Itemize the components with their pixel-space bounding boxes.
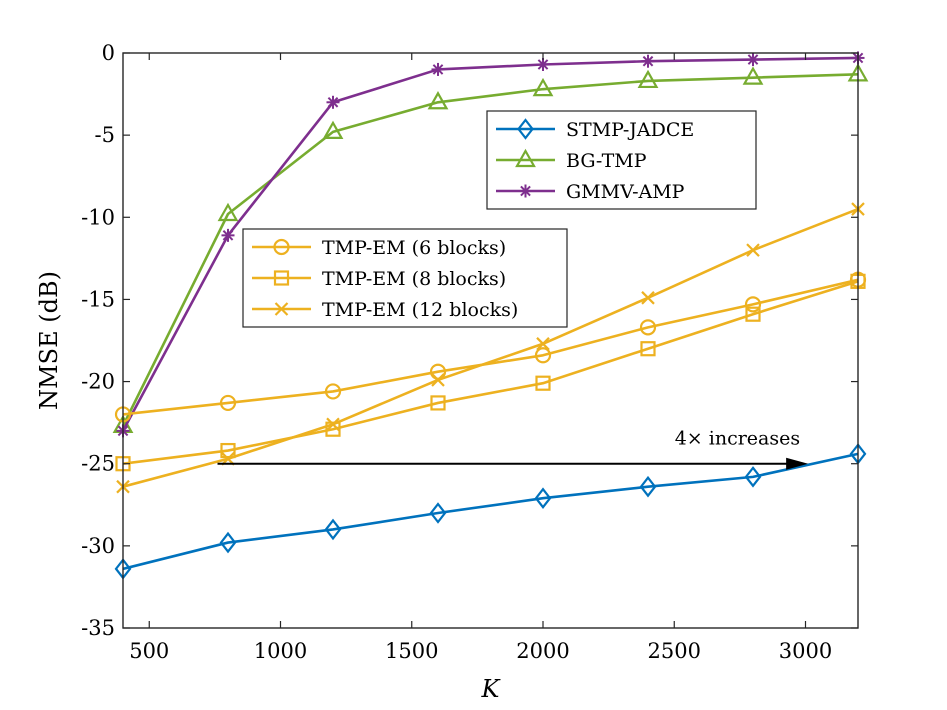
x-tick-label: 1000	[254, 639, 307, 663]
legend-marker	[515, 148, 536, 168]
legend-entry-stmp-jadce: STMP-JADCE	[496, 118, 694, 141]
data-point	[744, 296, 762, 313]
annotation-arrow-head	[786, 457, 809, 470]
data-point	[429, 502, 447, 524]
data-point	[637, 69, 659, 89]
legend-entry-tmp-em-12-blocks: TMP-EM (12 blocks)	[252, 299, 518, 321]
legend-label: TMP-EM (8 blocks)	[322, 268, 506, 290]
data-point	[532, 77, 554, 97]
data-point	[431, 62, 445, 76]
data-point	[220, 442, 236, 459]
legend-marker	[517, 118, 534, 140]
legend-entry-tmp-em-8-blocks: TMP-EM (8 blocks)	[252, 268, 506, 290]
data-point	[322, 120, 344, 139]
legend-entry-tmp-em-6-blocks: TMP-EM (6 blocks)	[252, 237, 506, 259]
series-line	[121, 56, 859, 432]
x-tick-label: 2000	[516, 639, 569, 663]
x-tick-label: 3000	[779, 639, 832, 663]
data-point	[326, 417, 340, 432]
legend-label: TMP-EM (12 blocks)	[322, 299, 518, 321]
data-point	[746, 243, 760, 257]
data-point	[535, 375, 551, 391]
legend-label: GMMV-AMP	[566, 181, 685, 203]
data-point	[641, 291, 655, 305]
legend-layer: STMP-JADCE BG-TMP GMMV-AMP TMP-EM (6 blocks…	[242, 110, 757, 328]
plot-frame	[122, 52, 859, 629]
series-line	[122, 207, 859, 488]
data-point	[742, 66, 764, 85]
data-point	[641, 54, 655, 68]
y-axis-label: NMSE (dB)	[35, 271, 63, 410]
annotation-text: 4× increases	[675, 428, 800, 450]
legend-marker	[273, 238, 290, 256]
x-tick-label: 500	[129, 639, 169, 663]
y-tick-label: 0	[102, 41, 115, 65]
y-tick-label: -25	[81, 452, 115, 476]
data-point	[746, 53, 760, 67]
data-point	[536, 58, 550, 71]
series-line	[122, 280, 859, 466]
data-point	[324, 383, 342, 400]
data-point	[430, 395, 446, 411]
legend-2: TMP-EM (6 blocks) TMP-EM (8 blocks) TMP-EM…	[242, 228, 568, 328]
series-line	[122, 452, 859, 571]
data-point	[534, 347, 552, 364]
legend-label: BG-TMP	[566, 150, 647, 172]
series-line	[122, 278, 859, 416]
legend-marker	[519, 184, 532, 198]
y-tick-label: -30	[81, 534, 115, 558]
data-point	[219, 394, 237, 412]
y-tick-label: -15	[81, 287, 115, 311]
axes-layer: 500 1000 1500 2000 2500 3000 0 -5 -10 -15 -20 -25 -3…	[35, 41, 858, 703]
annotation-layer: 4× increases	[217, 428, 809, 470]
legend-marker	[273, 270, 290, 286]
legend-entry-gmmv-amp: GMMV-AMP	[496, 181, 685, 203]
x-axis-label: K	[481, 675, 502, 703]
data-point	[221, 228, 235, 242]
data-point	[745, 306, 761, 322]
series-layer	[112, 51, 869, 580]
data-point	[431, 373, 445, 387]
legend-entry-bg-tmp: BG-TMP	[496, 148, 647, 172]
data-point	[639, 319, 657, 336]
legend-label: TMP-EM (6 blocks)	[322, 237, 506, 259]
data-point	[325, 421, 341, 437]
x-tick-label: 2500	[648, 639, 701, 663]
data-point	[640, 341, 656, 357]
data-point	[217, 202, 239, 222]
data-point	[326, 95, 340, 109]
series-line	[121, 73, 859, 427]
legend-1: STMP-JADCE BG-TMP GMMV-AMP	[486, 110, 757, 210]
y-tick-label: -5	[95, 123, 115, 147]
legend-label: STMP-JADCE	[566, 119, 694, 141]
legend-marker	[274, 302, 289, 316]
y-tick-label: -10	[81, 205, 115, 229]
data-point	[536, 337, 550, 351]
data-point	[534, 487, 552, 510]
data-point	[324, 518, 342, 541]
series-tmp-em-12-blocks	[116, 202, 865, 494]
y-tick-label: -35	[81, 616, 115, 640]
y-tick-label: -20	[81, 370, 115, 394]
data-point	[427, 91, 449, 110]
data-point	[744, 466, 762, 488]
data-point	[639, 475, 657, 498]
data-point	[219, 531, 237, 554]
x-tick-label: 1500	[385, 639, 438, 663]
